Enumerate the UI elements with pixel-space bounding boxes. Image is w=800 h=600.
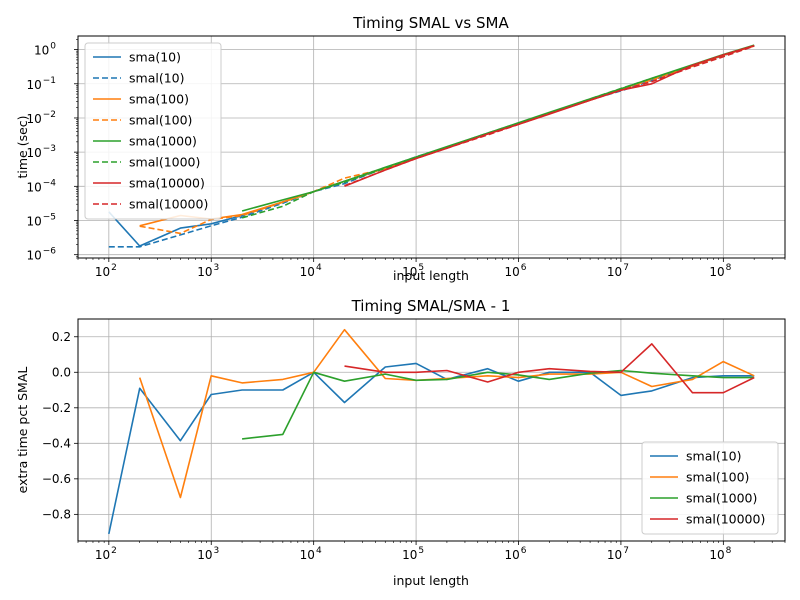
x-tick-label: 102 <box>95 546 117 562</box>
x-tick-exponent: 7 <box>623 263 629 273</box>
x-tick-label: 104 <box>300 263 322 279</box>
y-tick-label: 10−2 <box>26 110 56 126</box>
legend-label: smal(100) <box>686 470 749 485</box>
legend-label: sma(1000) <box>129 134 197 149</box>
y-tick-label: −0.2 <box>42 401 71 415</box>
x-tick-exponent: 5 <box>418 546 424 556</box>
legend-label: smal(1000) <box>129 155 200 170</box>
bottom-series-lines <box>108 328 755 535</box>
y-tick-label: 10−3 <box>26 144 56 160</box>
x-tick-exponent: 4 <box>316 546 322 556</box>
bottom-y-ticks: −0.8 −0.6 −0.4 −0.2 0.0 0.2 <box>42 330 78 521</box>
y-tick-exponent: −6 <box>43 247 57 257</box>
legend-label: smal(10000) <box>129 197 208 212</box>
legend-label: sma(100) <box>129 92 189 107</box>
bottom-chart-title: Timing SMAL/SMA - 1 <box>351 297 511 315</box>
x-tick-exponent: 5 <box>418 263 424 273</box>
y-tick-label: 10−4 <box>26 178 56 194</box>
y-tick-label: 0.2 <box>52 330 71 344</box>
x-tick-label: 106 <box>504 263 526 279</box>
y-tick-exponent: −4 <box>43 178 57 188</box>
bottom-y-axis-label: extra time pct SMAL <box>15 367 30 494</box>
x-tick-exponent: 6 <box>521 546 527 556</box>
top-legend: sma(10) smal(10) sma(100) smal(100) sma(1000… <box>84 42 222 220</box>
legend-label: sma(10000) <box>129 176 205 191</box>
bottom-x-axis-label: input length <box>393 573 469 588</box>
bottom-ratio-panel: Timing SMAL/SMA - 1 102 103 104 105 106 107 10… <box>15 297 786 588</box>
bottom-x-ticks: 102 103 104 105 106 107 108 <box>77 541 786 562</box>
y-tick-label: −0.6 <box>42 472 71 486</box>
y-tick-label: 10−1 <box>26 76 56 92</box>
y-tick-label: 0.0 <box>52 365 71 379</box>
x-tick-exponent: 7 <box>623 546 629 556</box>
x-tick-label: 105 <box>402 546 424 562</box>
legend-label: sma(10) <box>129 50 181 65</box>
top-x-axis-label: input length <box>393 268 469 283</box>
x-tick-label: 104 <box>300 546 322 562</box>
legend-label: smal(10) <box>129 71 184 86</box>
top-chart-title: Timing SMAL vs SMA <box>352 14 509 32</box>
top-y-ticks: 10−6 10−5 10−4 10−3 10−2 10−1 100 <box>26 39 78 263</box>
legend-label: smal(10) <box>686 449 741 464</box>
x-tick-exponent: 3 <box>214 546 220 556</box>
series-line-smal10000 <box>344 343 755 394</box>
y-tick-exponent: −5 <box>43 213 56 223</box>
y-tick-label: 10−5 <box>26 213 56 229</box>
y-tick-label: −0.8 <box>42 507 71 521</box>
x-tick-label: 108 <box>709 546 731 562</box>
x-tick-label: 107 <box>607 263 629 279</box>
legend-box <box>641 441 779 535</box>
top-series-lines <box>108 44 755 248</box>
bottom-axes-frame <box>77 318 786 542</box>
top-axes-frame <box>77 35 786 259</box>
x-tick-label: 108 <box>709 263 731 279</box>
x-tick-exponent: 8 <box>726 546 732 556</box>
top-timing-panel: Timing SMAL vs SMA 102 103 104 105 106 107 108… <box>15 14 786 283</box>
legend-label: smal(100) <box>129 113 192 128</box>
x-tick-label: 102 <box>95 263 117 279</box>
bottom-legend: smal(10) smal(100) smal(1000) smal(10000) <box>641 441 779 535</box>
legend-label: smal(10000) <box>686 512 765 527</box>
x-tick-exponent: 2 <box>111 546 117 556</box>
y-tick-exponent: −3 <box>43 144 56 154</box>
y-tick-label: 100 <box>34 42 56 58</box>
series-line-smal100 <box>138 328 755 499</box>
series-line-smal1000 <box>241 44 755 219</box>
x-tick-exponent: 3 <box>214 263 220 273</box>
x-tick-label: 107 <box>607 546 629 562</box>
top-y-axis-label: time (sec) <box>15 115 30 178</box>
series-line-sma100 <box>139 44 755 227</box>
x-tick-exponent: 6 <box>521 263 527 273</box>
x-tick-label: 103 <box>197 263 219 279</box>
y-tick-exponent: −2 <box>43 110 56 120</box>
x-tick-label: 106 <box>504 546 526 562</box>
x-tick-label: 103 <box>197 546 219 562</box>
series-line-smal1000 <box>242 369 755 440</box>
series-line-smal10000 <box>344 45 755 187</box>
x-tick-exponent: 8 <box>726 263 732 273</box>
y-tick-label: −0.4 <box>42 436 71 450</box>
legend-label: smal(1000) <box>686 491 757 506</box>
x-tick-exponent: 2 <box>111 263 117 273</box>
x-tick-exponent: 4 <box>316 263 322 273</box>
legend-box <box>84 42 222 220</box>
y-tick-exponent: −1 <box>43 76 56 86</box>
y-tick-label: 10−6 <box>26 247 56 263</box>
y-tick-exponent: 0 <box>50 42 56 52</box>
